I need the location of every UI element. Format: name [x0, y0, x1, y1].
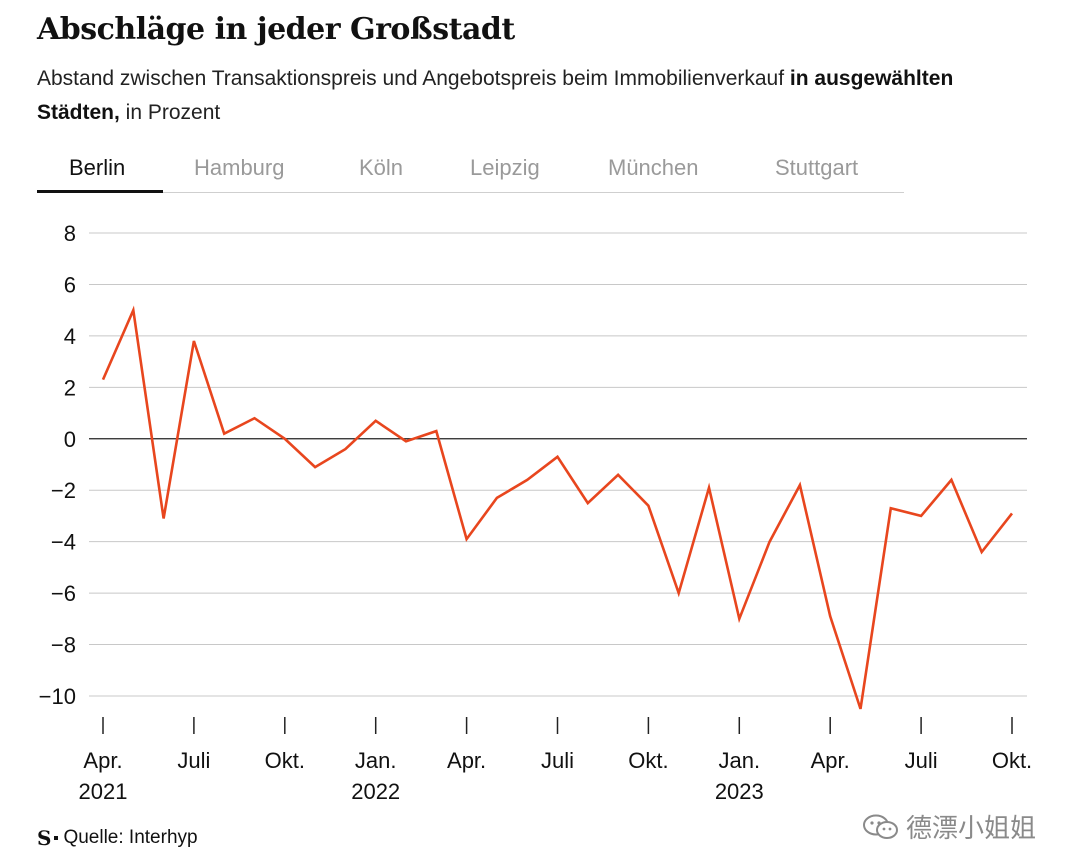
x-tick-year-label: 2022 — [351, 779, 400, 804]
chart-title: Abschläge in jeder Großstadt — [37, 12, 515, 47]
x-tick-label: Okt. — [628, 748, 668, 773]
y-tick-label: 6 — [64, 272, 76, 297]
line-chart: 8 6 4 2 0 −2 −4 −6 −8 −10 Apr. 2021 Juli Okt. Jan. 2022… — [39, 221, 1033, 804]
x-tick-label: Apr. — [811, 748, 850, 773]
series-line — [101, 305, 1014, 710]
watermark-text: 德漂小姐姐 — [906, 813, 1037, 843]
x-tick-label: Apr. — [83, 748, 122, 773]
y-tick-label: −8 — [51, 633, 76, 658]
y-tick-label: 8 — [64, 221, 76, 246]
tab-koeln[interactable]: Köln — [359, 155, 404, 180]
watermark: 德漂小姐姐 — [862, 808, 1036, 845]
city-tabs: Berlin Hamburg Köln Leipzig München Stut… — [37, 150, 904, 193]
x-tick-label: Juli — [177, 748, 210, 773]
subtitle-bold-text: in ausgewählten Städten, — [37, 67, 954, 124]
x-tick-year-label: 2021 — [79, 779, 128, 804]
tab-muenchen[interactable]: München — [608, 155, 699, 180]
tab-berlin[interactable]: Berlin — [69, 155, 126, 180]
x-tick-label: Juli — [905, 748, 938, 773]
x-tick-label: Juli — [541, 748, 574, 773]
x-tick-label: Okt. — [265, 748, 305, 773]
x-tick-label: Jan. — [355, 748, 397, 773]
source-line: S Quelle: Interhyp — [37, 826, 198, 850]
subtitle-unit-text: in Prozent — [119, 101, 221, 124]
subtitle-text: Abstand zwischen Transaktionspreis und A… — [37, 67, 790, 90]
active-tab-indicator — [37, 190, 163, 193]
x-tick-label: Okt. — [992, 748, 1032, 773]
publisher-logo: S — [37, 826, 52, 850]
chart-subtitle: Abstand zwischen Transaktionspreis und A… — [37, 62, 997, 130]
y-tick-label: −6 — [51, 581, 76, 606]
y-tick-label: −4 — [51, 530, 76, 555]
y-tick-label: 0 — [64, 427, 76, 452]
wechat-icon — [863, 814, 898, 839]
x-tick-label: Apr. — [447, 748, 486, 773]
source-text: Quelle: Interhyp — [63, 827, 198, 848]
tab-leipzig[interactable]: Leipzig — [470, 155, 540, 180]
y-tick-label: 2 — [64, 375, 76, 400]
x-tick-year-label: 2023 — [715, 779, 764, 804]
y-tick-label: −2 — [51, 478, 76, 503]
y-tick-label: 4 — [64, 324, 76, 349]
y-tick-label: −10 — [39, 684, 76, 709]
tab-stuttgart[interactable]: Stuttgart — [775, 155, 859, 180]
separator-dot — [54, 836, 59, 840]
tab-hamburg[interactable]: Hamburg — [194, 155, 285, 180]
x-tick-label: Jan. — [719, 748, 761, 773]
